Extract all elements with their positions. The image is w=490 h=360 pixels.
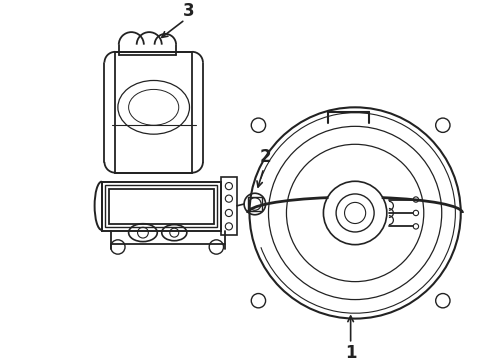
- Bar: [115, 52, 192, 173]
- Text: 2: 2: [260, 148, 271, 166]
- Text: 1: 1: [345, 343, 356, 360]
- Bar: [102, 182, 221, 231]
- Text: 3: 3: [183, 2, 195, 20]
- Bar: [109, 189, 214, 224]
- Bar: [221, 177, 237, 235]
- Bar: [247, 197, 262, 211]
- Bar: [105, 185, 217, 227]
